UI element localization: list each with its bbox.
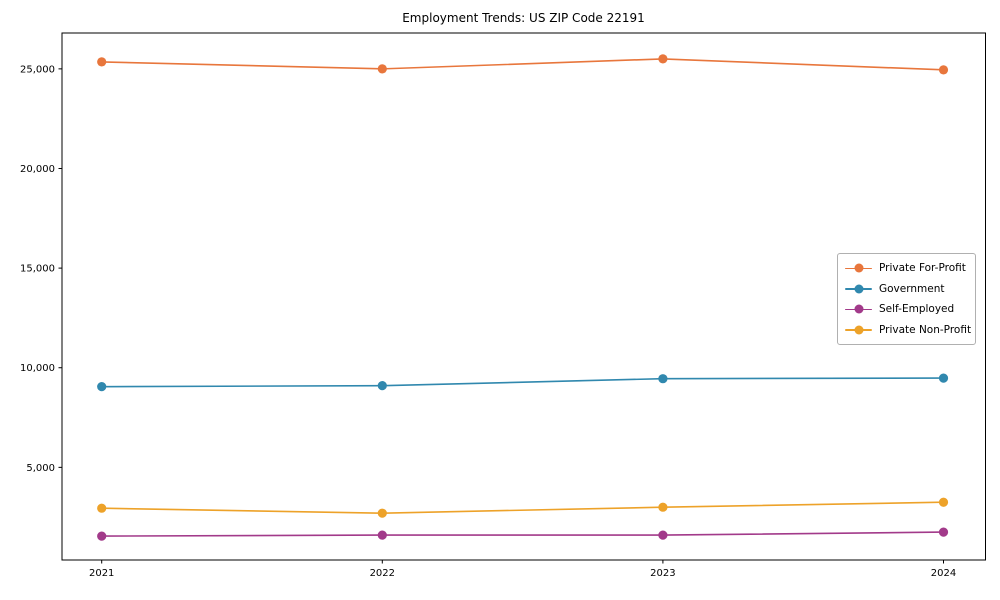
legend-item-government: Government [838,279,975,300]
x-tick-label: 2022 [370,568,395,579]
series-line-government [101,377,944,388]
legend-item-private-non-profit: Private Non-Profit [838,320,975,341]
data-point-private-for-profit [377,64,387,74]
data-point-self-employed [658,530,668,540]
legend-label: Private Non-Profit [879,323,972,336]
data-point-private-non-profit [97,503,107,513]
data-point-government [377,381,387,391]
data-point-government [938,373,949,383]
plot-frame [61,32,986,561]
legend-label: Self-Employed [879,303,955,316]
legend-label: Private For-Profit [879,262,966,275]
data-point-government [658,374,668,384]
data-point-self-employed [377,530,387,540]
data-point-private-for-profit [938,65,949,75]
legend-line-marker-icon [845,284,872,294]
legend-dot [854,263,863,273]
data-point-self-employed [97,531,107,541]
data-point-government [97,382,107,392]
data-point-private-non-profit [658,502,668,512]
x-tick-label: 2021 [89,568,114,579]
y-tick-label: 20,000 [20,164,55,175]
legend: Private For-Profit Government Self-Employe… [837,253,976,345]
x-tick-label: 2023 [650,568,675,579]
y-tick-label: 15,000 [20,264,55,275]
chart-title: Employment Trends: US ZIP Code 22191 [402,11,645,25]
y-tick-label: 5,000 [26,463,55,474]
legend-item-self-employed: Self-Employed [838,299,975,320]
legend-dot [854,284,863,294]
x-tick-label: 2024 [931,568,956,579]
legend-line-marker-icon [845,304,872,314]
series-line-self-employed [101,531,944,537]
y-tick-label: 25,000 [20,64,55,75]
data-point-private-non-profit [938,497,949,507]
legend-dot [854,325,863,335]
data-point-private-non-profit [377,508,387,518]
data-point-private-for-profit [658,54,668,64]
series-line-private-for-profit [101,58,944,71]
legend-item-private-for-profit: Private For-Profit [838,258,975,279]
legend-dot [854,304,863,314]
data-point-self-employed [938,527,949,537]
legend-line-marker-icon [845,325,872,335]
series-line-private-non-profit [101,501,944,514]
legend-label: Government [879,282,945,295]
data-point-private-for-profit [97,57,107,67]
legend-line-marker-icon [845,263,872,273]
y-tick-label: 10,000 [20,363,55,374]
